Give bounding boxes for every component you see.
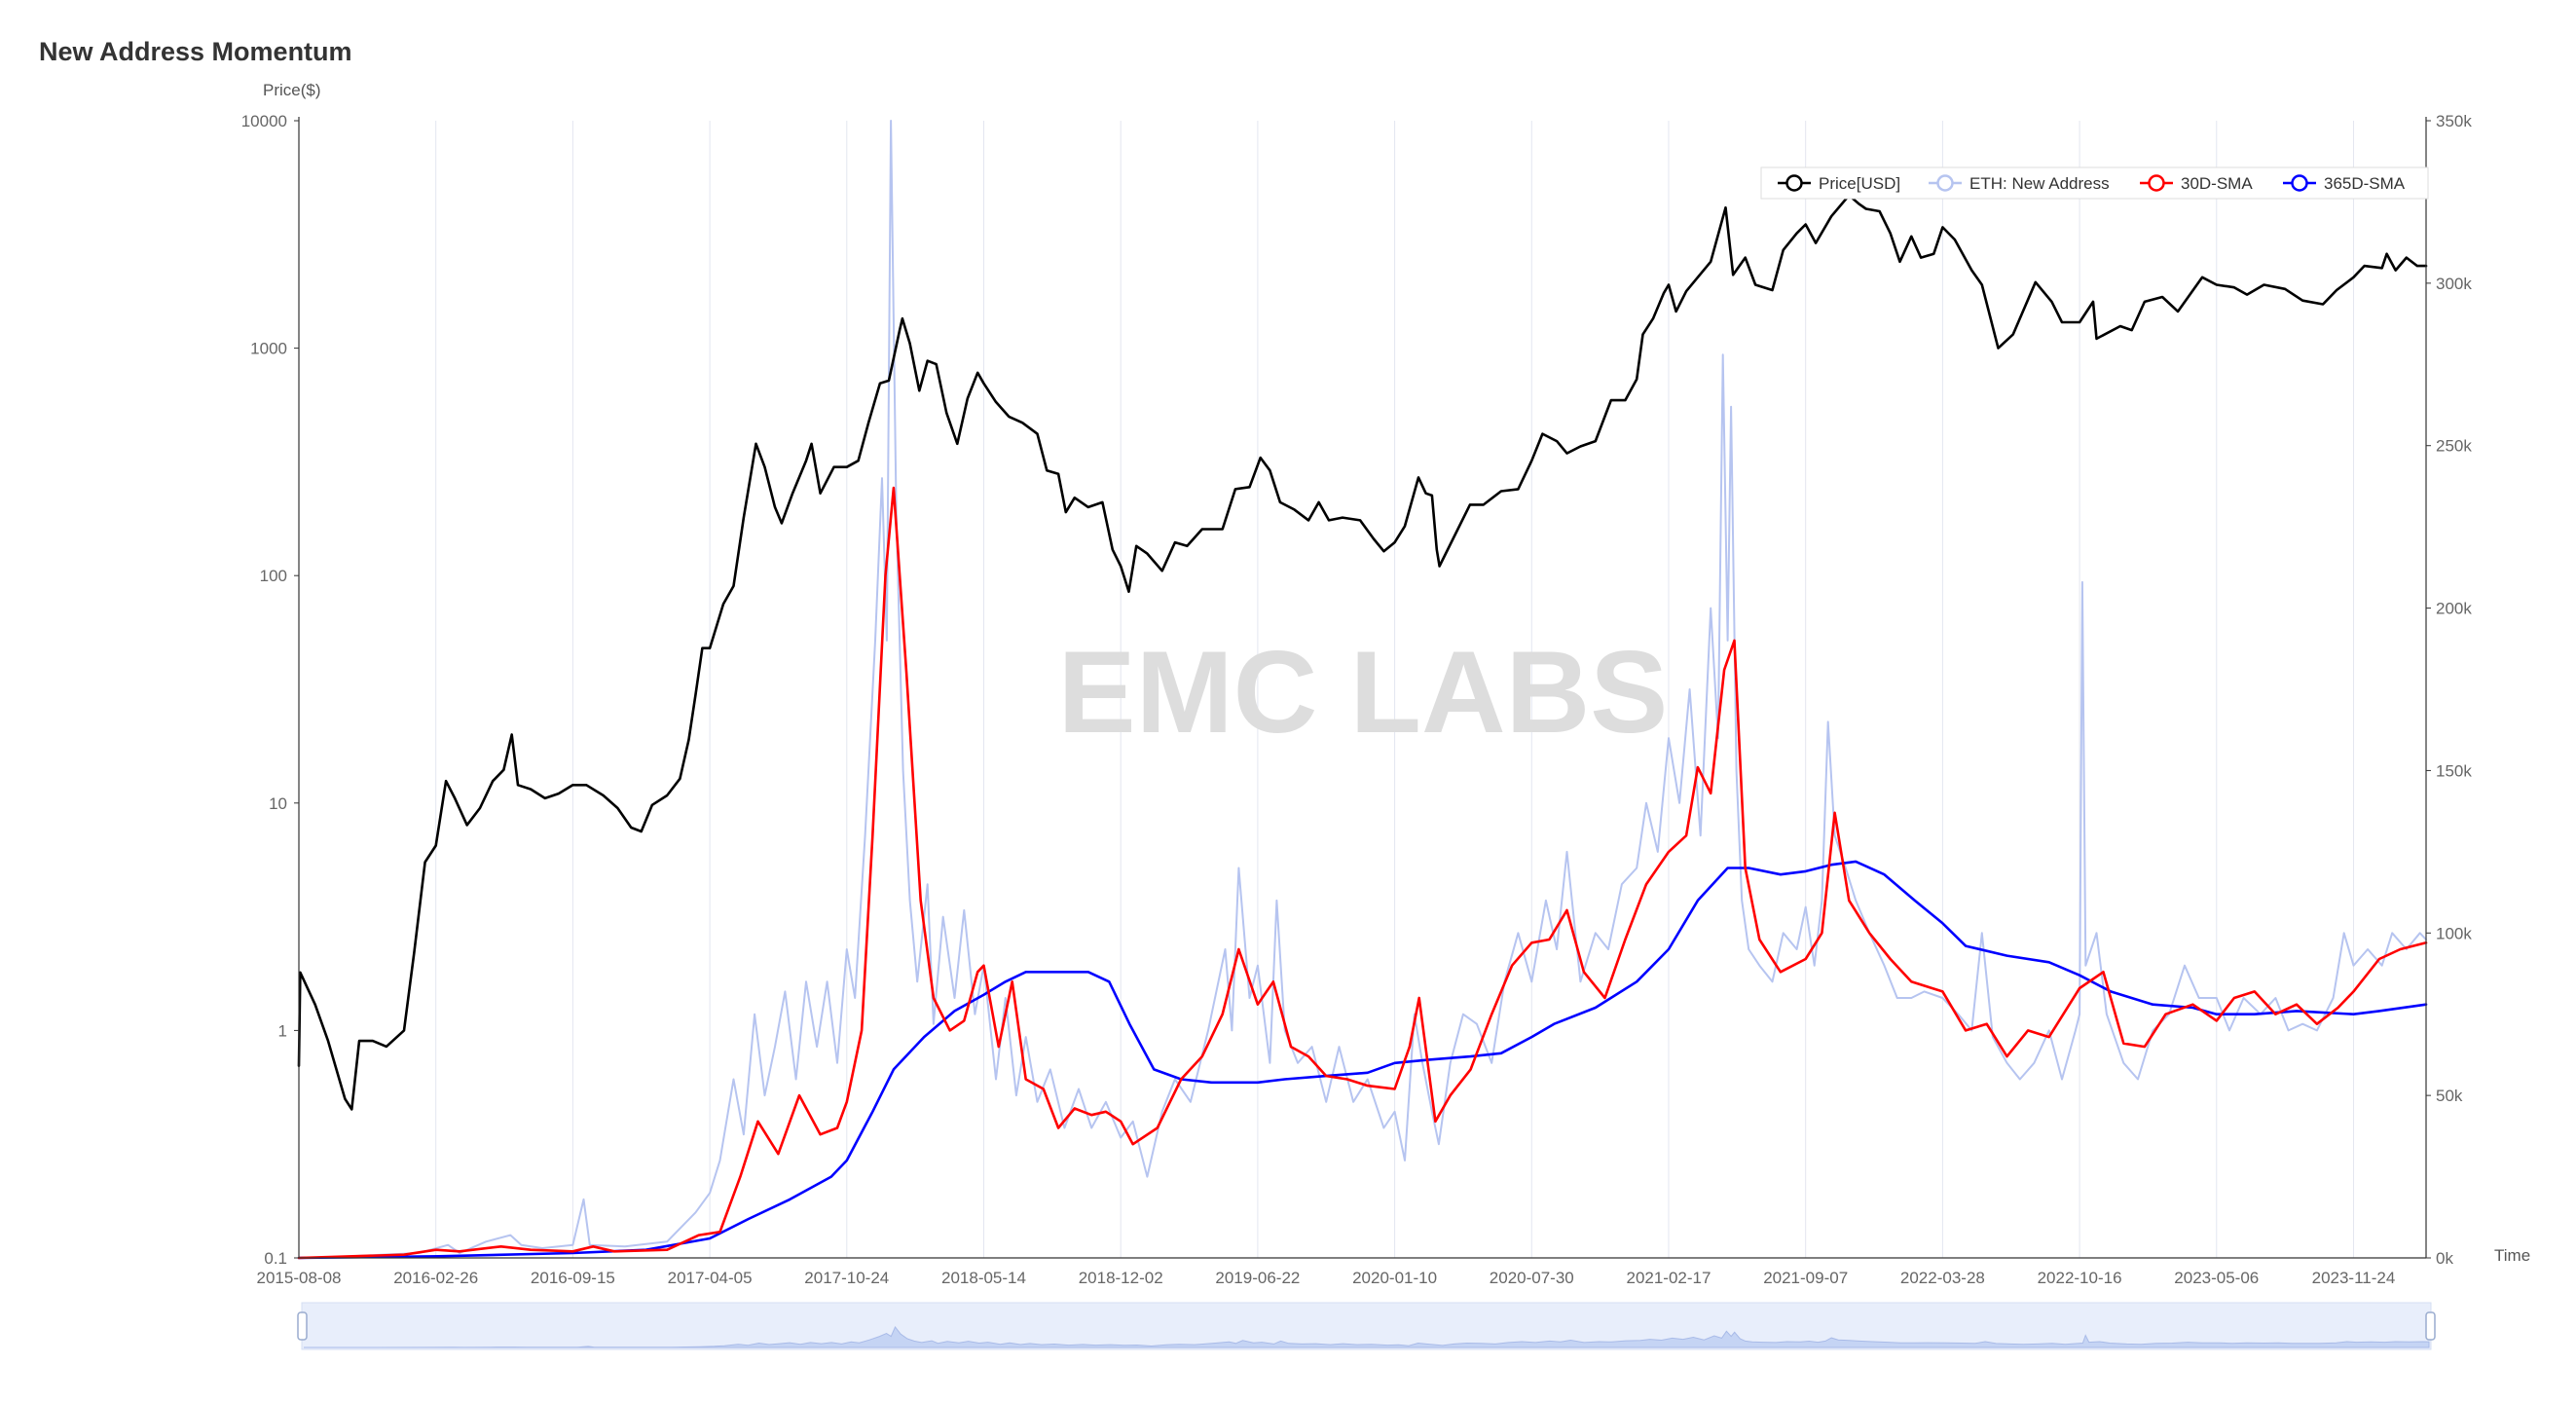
datazoom-handle-right[interactable]: [2425, 1311, 2436, 1341]
legend-item[interactable]: 30D-SMA: [2140, 174, 2253, 193]
legend-box: [1760, 166, 2429, 200]
y-right-tick-label: 250k: [2436, 437, 2472, 456]
legend-marker: [1936, 174, 1954, 192]
datazoom-handle-left[interactable]: [297, 1311, 308, 1341]
legend-item[interactable]: 365D-SMA: [2283, 174, 2406, 193]
y-left-tick-label: 100: [260, 567, 287, 585]
y-left-tick-label: 1: [278, 1021, 287, 1040]
legend-item[interactable]: ETH: New Address: [1929, 174, 2110, 193]
x-tick-label: 2023-11-24: [2312, 1269, 2396, 1287]
x-tick-label: 2018-05-14: [941, 1269, 1026, 1287]
datazoom-preview: [304, 1326, 2430, 1348]
legend-label: ETH: New Address: [1969, 174, 2110, 193]
datazoom-slider[interactable]: [297, 1302, 2436, 1350]
x-tick-label: 2020-01-10: [1352, 1269, 1437, 1287]
y-left-tick-label: 10000: [241, 112, 287, 130]
legend-marker: [2148, 174, 2165, 192]
y-left-tick-label: 0.1: [264, 1249, 287, 1268]
legend-marker: [2291, 174, 2308, 192]
y-right-tick-label: 0k: [2436, 1249, 2453, 1268]
x-tick-label: 2016-09-15: [531, 1269, 615, 1287]
legend-item[interactable]: Price[USD]: [1778, 174, 1900, 193]
x-tick-label: 2021-09-07: [1763, 1269, 1848, 1287]
x-tick-label: 2016-02-26: [393, 1269, 478, 1287]
x-tick-label: 2021-02-17: [1626, 1269, 1711, 1287]
x-tick-label: 2022-03-28: [1900, 1269, 1985, 1287]
series-line-365d-sma: [297, 860, 2428, 1260]
x-tick-label: 2017-04-05: [668, 1269, 753, 1287]
x-tick-label: 2015-08-08: [257, 1269, 342, 1287]
x-tick-label: 2020-07-30: [1490, 1269, 1574, 1287]
grid-layer: [298, 121, 2354, 1258]
chart-title: New Address Momentum: [39, 37, 352, 66]
y-right-tick-label: 50k: [2436, 1087, 2463, 1105]
datazoom-track[interactable]: [301, 1302, 2432, 1350]
legend-marker: [1785, 174, 1803, 192]
y-right-tick-label: 200k: [2436, 600, 2472, 618]
y-left-tick-label: 1000: [250, 340, 287, 358]
x-tick-label: 2023-05-06: [2174, 1269, 2259, 1287]
legend-label: 365D-SMA: [2324, 174, 2406, 193]
watermark: EMC LABS: [1058, 627, 1669, 757]
x-axis-label: Time: [2494, 1246, 2530, 1265]
y-left-axis-label: Price($): [263, 81, 321, 99]
x-tick-label: 2017-10-24: [804, 1269, 889, 1287]
legend-label: Price[USD]: [1819, 174, 1900, 193]
y-left-tick-label: 10: [269, 794, 287, 813]
axis-layer: 2015-08-08 2016-02-26 2016-09-15 2017-04-05…: [241, 112, 2473, 1287]
series-line-30d-sma: [297, 486, 2428, 1260]
y-right-tick-label: 150k: [2436, 761, 2472, 780]
x-tick-label: 2022-10-16: [2038, 1269, 2122, 1287]
series-layer: [297, 120, 2428, 1260]
x-tick-label: 2018-12-02: [1079, 1269, 1163, 1287]
legend[interactable]: Price[USD] ETH: New Address 30D-SMA 365D-SM…: [1760, 166, 2429, 200]
x-tick-label: 2019-06-22: [1215, 1269, 1300, 1287]
y-right-tick-label: 300k: [2436, 275, 2472, 293]
y-right-tick-label: 100k: [2436, 924, 2472, 942]
series-line-price-usd: [297, 194, 2428, 1111]
legend-label: 30D-SMA: [2181, 174, 2253, 193]
y-right-tick-label: 350k: [2436, 112, 2472, 130]
